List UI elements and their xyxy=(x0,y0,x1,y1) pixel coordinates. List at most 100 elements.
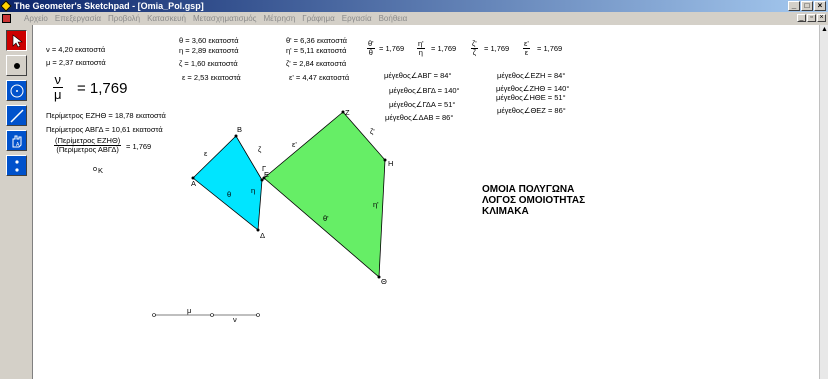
perimeter-ezhth[interactable]: Περίμετρος ΕΖΗΘ = 18,78 εκατοστά xyxy=(46,111,166,120)
label-eta-prime: η' xyxy=(373,200,379,209)
pointer-tool[interactable] xyxy=(6,30,27,51)
perimeter-abgd[interactable]: Περίμετρος ΑΒΓΔ = 10,61 εκατοστά xyxy=(46,125,163,134)
point-e[interactable] xyxy=(262,176,266,180)
menu-transform[interactable]: Μετασχηματισμός xyxy=(192,14,257,23)
big-ratio-den: μ xyxy=(54,87,62,102)
label-b: Β xyxy=(237,125,243,134)
ratio-zeta-frac[interactable]: ζ' ζ xyxy=(471,40,478,57)
ratio-theta-den: θ xyxy=(368,48,373,57)
ratio-theta-value: = 1,769 xyxy=(379,44,405,53)
minimize-button[interactable]: _ xyxy=(788,1,800,11)
line-icon xyxy=(9,108,24,123)
label-eta: η xyxy=(251,186,256,195)
angle-bgd[interactable]: μέγεθος∠ΒΓΔ = 140° xyxy=(389,86,460,95)
window-title: The Geometer's Sketchpad - [Omia_Pol.gsp… xyxy=(14,1,204,11)
point-tool[interactable] xyxy=(6,55,27,76)
toolbox: A xyxy=(0,25,33,379)
menu-work[interactable]: Εργασία xyxy=(341,14,372,23)
measure-eta-prime[interactable]: η' = 5,11 εκατοστά xyxy=(286,46,347,55)
document-icon[interactable] xyxy=(2,14,11,23)
measure-mu[interactable]: μ = 2,37 εκατοστά xyxy=(46,58,106,67)
scale-point-3[interactable] xyxy=(256,313,260,317)
point-g[interactable] xyxy=(260,178,264,182)
label-h: Η xyxy=(388,159,394,168)
label-e: Ε xyxy=(264,170,270,179)
straightedge-tool[interactable] xyxy=(6,105,27,126)
label-k: Κ xyxy=(98,166,104,175)
point-k[interactable] xyxy=(93,167,97,171)
measure-theta-prime[interactable]: θ' = 6,36 εκατοστά xyxy=(286,36,348,45)
ratio-eta-den: η xyxy=(418,48,423,57)
measure-zeta-prime[interactable]: ζ' = 2,84 εκατοστά xyxy=(286,59,347,68)
doc-restore-button[interactable]: ▫ xyxy=(807,14,816,22)
point-icon xyxy=(13,62,20,69)
label-z: Ζ xyxy=(345,108,350,117)
label-eps: ε xyxy=(204,149,208,158)
large-quadrilateral[interactable] xyxy=(263,111,386,278)
ratio-eta-value: = 1,769 xyxy=(431,44,457,53)
menu-help[interactable]: Βοήθεια xyxy=(378,14,408,23)
hand-text-icon: A xyxy=(12,135,21,148)
perimeter-ratio-frac[interactable]: (Περίμετρος ΕΖΗΘ) (Περίμετρος ΑΒΓΔ) xyxy=(54,136,122,154)
scale-point-1[interactable] xyxy=(152,313,156,317)
scale-point-2[interactable] xyxy=(210,313,214,317)
point-d[interactable] xyxy=(256,228,260,232)
angle-zhth[interactable]: μέγεθος∠ΖΗΘ = 140° xyxy=(496,84,570,93)
heading-scale[interactable]: ΚΛΙΜΑΚΑ xyxy=(482,206,529,217)
label-eps-prime: ε' xyxy=(292,140,297,149)
ratio-eps-den: ε xyxy=(524,48,529,57)
menu-construct[interactable]: Κατασκευή xyxy=(147,14,186,23)
angle-gda[interactable]: μέγεθος∠ΓΔΑ = 51° xyxy=(389,100,456,109)
ratio-theta-frac[interactable]: θ' θ xyxy=(367,40,375,57)
big-ratio-value: = 1,769 xyxy=(77,80,128,97)
svg-text:A: A xyxy=(16,142,20,148)
doc-close-button[interactable]: × xyxy=(817,14,826,22)
angle-htheta[interactable]: μέγεθος∠ΗΘΕ = 51° xyxy=(496,93,566,102)
angle-abg[interactable]: μέγεθος∠ΑΒΓ = 84° xyxy=(384,71,452,80)
close-button[interactable]: × xyxy=(814,1,826,11)
label-d: Δ xyxy=(260,231,266,240)
angle-thez[interactable]: μέγεθος∠ΘΕΖ = 86° xyxy=(497,106,566,115)
ratio-eta-frac[interactable]: η' η xyxy=(417,40,425,57)
measure-zeta[interactable]: ζ = 1,60 εκατοστά xyxy=(179,59,238,68)
measure-nu[interactable]: ν = 4,20 εκατοστά xyxy=(46,45,106,54)
text-tool[interactable]: A xyxy=(6,130,27,151)
maximize-button[interactable]: □ xyxy=(801,1,813,11)
perimeter-ratio-num: (Περίμετρος ΕΖΗΘ) xyxy=(54,136,122,146)
label-theta: θ xyxy=(227,190,232,199)
scroll-up-icon[interactable]: ▲ xyxy=(821,26,828,33)
menu-edit[interactable]: Επεξεργασία xyxy=(54,14,101,23)
measure-epsilon-prime[interactable]: ε' = 4,47 εκατοστά xyxy=(289,73,350,82)
vertical-scrollbar[interactable]: ▲ xyxy=(819,25,828,379)
point-h[interactable] xyxy=(383,158,387,162)
angle-ezh[interactable]: μέγεθος∠ΕΖΗ = 84° xyxy=(497,71,566,80)
heading-similar-polygons[interactable]: ΟΜΟΙΑ ΠΟΛΥΓΩΝΑ xyxy=(482,184,575,195)
measure-epsilon[interactable]: ε = 2,53 εκατοστά xyxy=(182,73,241,82)
arrow-icon xyxy=(12,33,23,47)
doc-minimize-button[interactable]: _ xyxy=(797,14,806,22)
menu-file[interactable]: Αρχείο xyxy=(24,14,48,23)
point-z[interactable] xyxy=(341,110,345,114)
compass-tool[interactable] xyxy=(6,80,27,101)
point-a[interactable] xyxy=(191,176,195,180)
heading-similarity-ratio[interactable]: ΛΟΓΟΣ ΟΜΟΙΟΤΗΤΑΣ xyxy=(482,195,586,206)
label-nu: ν xyxy=(233,315,237,324)
circle-icon xyxy=(10,84,23,97)
ratio-eps-frac[interactable]: ε' ε xyxy=(523,40,530,57)
angle-dab[interactable]: μέγεθος∠ΔΑΒ = 86° xyxy=(385,113,454,122)
custom-tool[interactable] xyxy=(6,155,27,176)
point-th[interactable] xyxy=(377,275,381,279)
perimeter-ratio-den: (Περίμετρος ΑΒΓΔ) xyxy=(56,145,119,154)
menu-bar: Αρχείο Επεξεργασία Προβολή Κατασκευή Μετ… xyxy=(0,12,828,25)
menu-graph[interactable]: Γράφημα xyxy=(302,14,335,23)
measure-theta[interactable]: θ = 3,60 εκατοστά xyxy=(179,36,239,45)
title-bar: The Geometer's Sketchpad - [Omia_Pol.gsp… xyxy=(0,0,828,12)
label-a: Α xyxy=(191,179,197,188)
ratio-eps-num: ε' xyxy=(523,39,530,49)
measure-eta[interactable]: η = 2,89 εκατοστά xyxy=(179,46,239,55)
point-b[interactable] xyxy=(234,134,238,138)
menu-view[interactable]: Προβολή xyxy=(107,14,141,23)
menu-measure[interactable]: Μέτρηση xyxy=(263,14,296,23)
